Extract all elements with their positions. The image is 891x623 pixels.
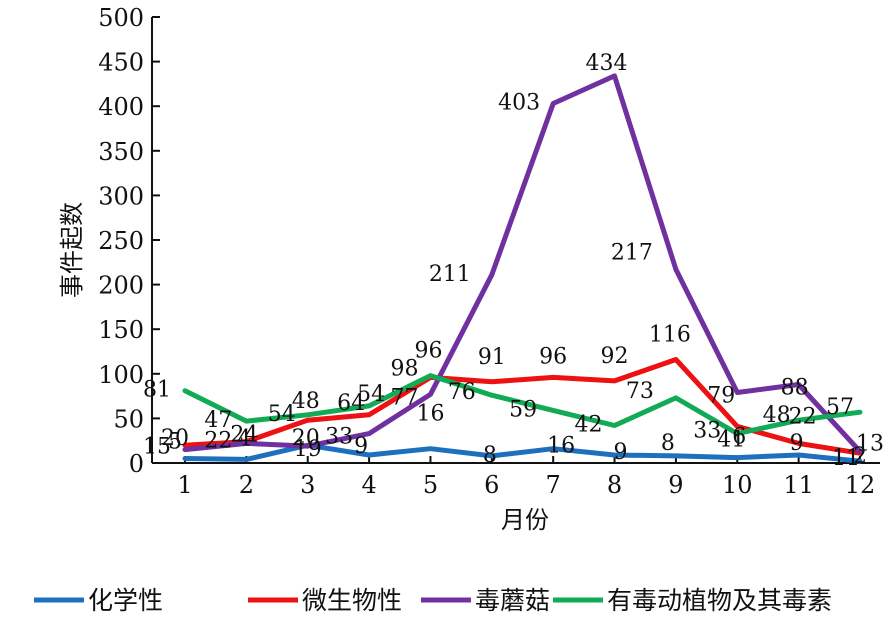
x-tick-label: 12 (845, 471, 876, 499)
y-tick-label: 150 (98, 316, 144, 344)
data-label: 96 (539, 344, 567, 369)
data-label: 59 (509, 397, 537, 422)
y-tick-label: 300 (98, 182, 144, 210)
data-label: 48 (292, 389, 320, 414)
data-label: 79 (707, 384, 735, 409)
y-tick-label: 200 (98, 272, 144, 300)
x-tick-label: 6 (484, 471, 499, 499)
x-tick-label: 7 (546, 471, 561, 499)
x-tick-label: 3 (300, 471, 315, 499)
data-label: 5 (168, 430, 182, 455)
series-line-2 (182, 73, 863, 454)
y-tick-label: 350 (98, 138, 144, 166)
legend-item-1: 微生物性 (248, 586, 402, 615)
data-label: 77 (390, 385, 418, 410)
data-label: 96 (414, 338, 442, 363)
data-label: 6 (732, 425, 746, 450)
data-label: 403 (498, 91, 540, 116)
data-label: 41 (717, 427, 745, 452)
legend-label: 微生物性 (302, 586, 402, 615)
data-label: 76 (448, 380, 476, 405)
x-tick-label: 5 (423, 471, 438, 499)
data-label: 434 (586, 51, 628, 76)
data-label: 9 (614, 440, 628, 465)
data-label: 15 (143, 435, 171, 460)
data-label: 47 (204, 408, 232, 433)
data-label: 64 (337, 391, 365, 416)
data-label: 9 (354, 434, 368, 459)
legend-item-2: 毒蘑菇 (421, 586, 550, 615)
legend-label: 毒蘑菇 (475, 586, 550, 615)
x-tick-label: 9 (668, 471, 683, 499)
data-label: 98 (390, 357, 418, 382)
data-label: 19 (294, 437, 322, 462)
data-label: 73 (626, 379, 654, 404)
data-label: 8 (483, 443, 497, 468)
axes (151, 17, 880, 464)
data-label: 33 (693, 419, 721, 444)
data-label: 92 (601, 344, 629, 369)
x-tick-label: 8 (607, 471, 622, 499)
y-tick-label: 250 (98, 227, 144, 255)
legend-label: 有毒动植物及其毒素 (607, 586, 832, 615)
series-lines (182, 73, 863, 464)
series-line-3 (182, 373, 863, 437)
data-label: 22 (789, 404, 817, 429)
y-tick-label: 100 (98, 361, 144, 389)
data-label: 42 (575, 413, 603, 438)
y-axis-title: 事件起数 (58, 202, 86, 298)
x-tick-label: 1 (177, 471, 192, 499)
y-tick-label: 50 (113, 405, 144, 433)
data-label: 54 (268, 402, 296, 427)
y-tick-label: 400 (98, 93, 144, 121)
data-label: 57 (826, 395, 854, 420)
data-label: 116 (649, 323, 691, 348)
y-tick-label: 450 (98, 49, 144, 77)
x-tick-label: 11 (783, 471, 814, 499)
y-axis-ticks: 0 50 100 150 200 250 300 350 400 450 500 (98, 4, 160, 478)
data-label: 4 (237, 426, 251, 451)
legend-item-0: 化学性 (34, 586, 163, 615)
data-label: 217 (611, 240, 653, 265)
y-tick-label: 0 (129, 450, 144, 478)
data-label: 81 (143, 378, 171, 403)
data-label: 211 (429, 262, 471, 287)
data-label: 22 (204, 428, 232, 453)
legend-item-3: 有毒动植物及其毒素 (553, 586, 832, 615)
data-label: 16 (547, 434, 575, 459)
data-label: 54 (357, 382, 385, 407)
data-label: 13 (856, 431, 884, 456)
data-label: 16 (416, 402, 444, 427)
data-label: 20 (161, 426, 189, 451)
data-label: 33 (325, 425, 353, 450)
x-tick-label: 2 (239, 471, 254, 499)
legend: 化学性 微生物性 毒蘑菇 有毒动植物及其毒素 (34, 586, 832, 615)
x-axis-ticks: 1 2 3 4 5 6 7 8 9 10 11 12 (177, 456, 875, 499)
y-tick-label: 500 (98, 4, 144, 32)
data-label: 9 (790, 431, 804, 456)
data-label: 24 (230, 423, 258, 448)
data-label: 2 (853, 444, 867, 469)
x-axis-title: 月份 (501, 506, 549, 534)
data-label: 48 (763, 403, 791, 428)
x-tick-label: 10 (722, 471, 753, 499)
x-tick-label: 4 (361, 471, 376, 499)
data-label: 8 (661, 431, 675, 456)
data-label: 11 (832, 446, 860, 471)
legend-label: 化学性 (88, 586, 163, 615)
data-label: 88 (781, 376, 809, 401)
data-label: 91 (478, 345, 506, 370)
data-label: 20 (292, 426, 320, 451)
